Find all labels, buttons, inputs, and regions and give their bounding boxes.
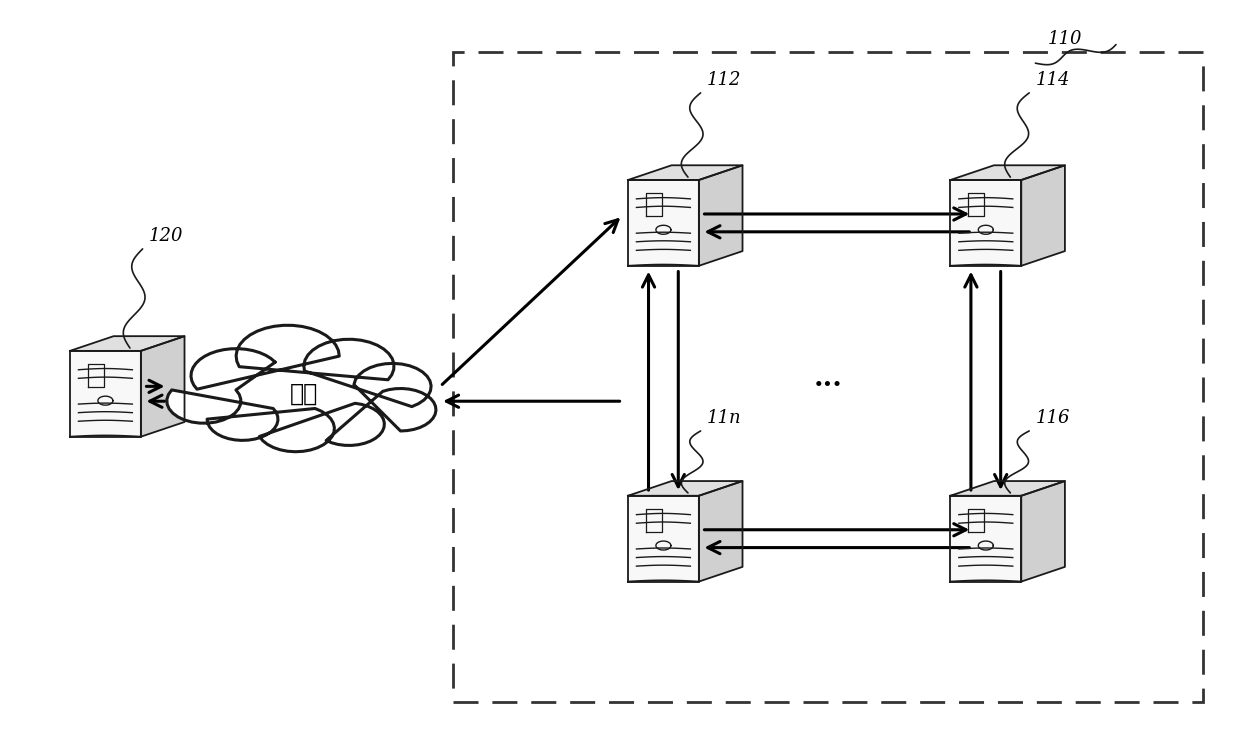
Polygon shape (1022, 481, 1065, 582)
Polygon shape (950, 481, 1065, 496)
Polygon shape (69, 351, 141, 437)
Polygon shape (699, 165, 743, 266)
Text: ...: ... (813, 366, 843, 392)
Polygon shape (950, 165, 1065, 180)
Polygon shape (167, 325, 436, 452)
Polygon shape (627, 496, 699, 582)
Polygon shape (950, 180, 1022, 266)
Text: 120: 120 (149, 227, 184, 245)
Bar (453, 52, 1203, 702)
Text: 116: 116 (1035, 409, 1070, 427)
Polygon shape (1022, 165, 1065, 266)
Text: 11n: 11n (707, 409, 742, 427)
Polygon shape (699, 481, 743, 582)
Text: 110: 110 (1048, 30, 1083, 48)
Text: 114: 114 (1035, 71, 1070, 89)
Text: 网络: 网络 (290, 382, 317, 406)
Polygon shape (627, 481, 743, 496)
Text: 112: 112 (707, 71, 742, 89)
Polygon shape (69, 336, 185, 351)
Polygon shape (627, 180, 699, 266)
Polygon shape (627, 165, 743, 180)
Polygon shape (141, 336, 185, 437)
Polygon shape (950, 496, 1022, 582)
